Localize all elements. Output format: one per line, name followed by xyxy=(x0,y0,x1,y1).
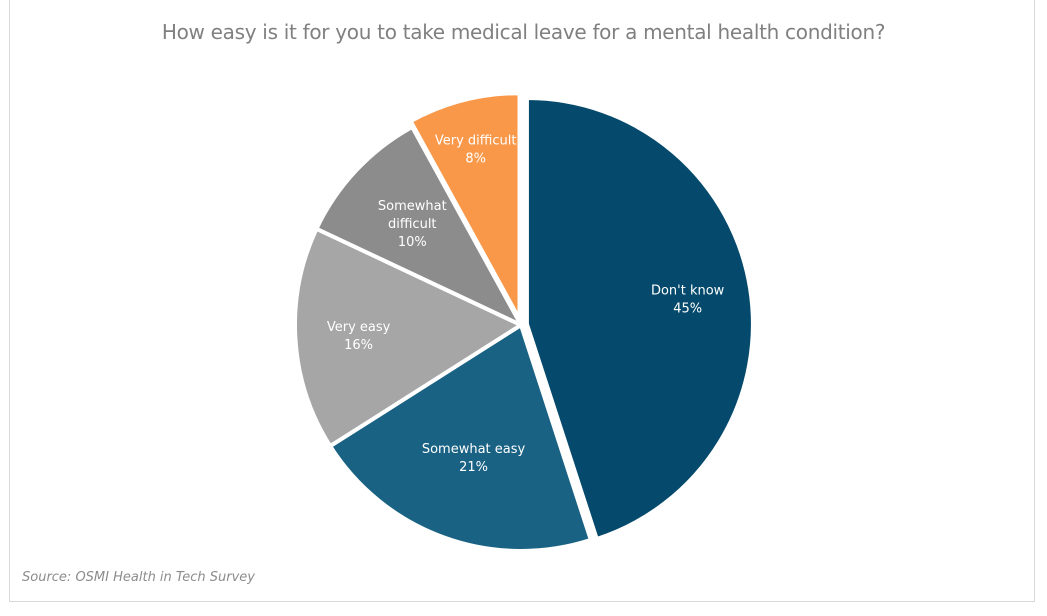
data-label: Don't know 45% xyxy=(651,284,725,317)
data-label-value: 10% xyxy=(398,235,427,250)
data-label: Very difficult 8% xyxy=(435,133,517,166)
pie-slice-don-t-know xyxy=(524,96,755,542)
chart-title: How easy is it for you to take medical l… xyxy=(161,20,886,44)
data-label-category: Don't know xyxy=(651,284,725,299)
pie-slice-very-difficult xyxy=(407,91,522,321)
data-label-category: Somewhat easy xyxy=(422,442,526,457)
data-label-category: Very easy xyxy=(327,320,391,335)
data-label: Very easy 16% xyxy=(327,320,391,353)
pie-slice-somewhat-difficult xyxy=(313,124,526,330)
pie-slice-somewhat-easy xyxy=(327,321,594,553)
data-label-value: 21% xyxy=(459,460,488,475)
data-label: Somewhat difficult 10% xyxy=(378,199,447,250)
pie-slice-very-easy xyxy=(293,226,526,449)
data-label-value: 16% xyxy=(344,338,373,353)
data-label: Somewhat easy 21% xyxy=(422,442,526,475)
data-label-category: Very difficult xyxy=(435,133,517,148)
data-label-value: 8% xyxy=(465,151,486,166)
data-label-value: 45% xyxy=(673,302,702,317)
data-label-category: difficult xyxy=(388,217,437,232)
data-label-category: Somewhat xyxy=(378,199,447,214)
source-note: Source: OSMI Health in Tech Survey xyxy=(22,570,255,585)
